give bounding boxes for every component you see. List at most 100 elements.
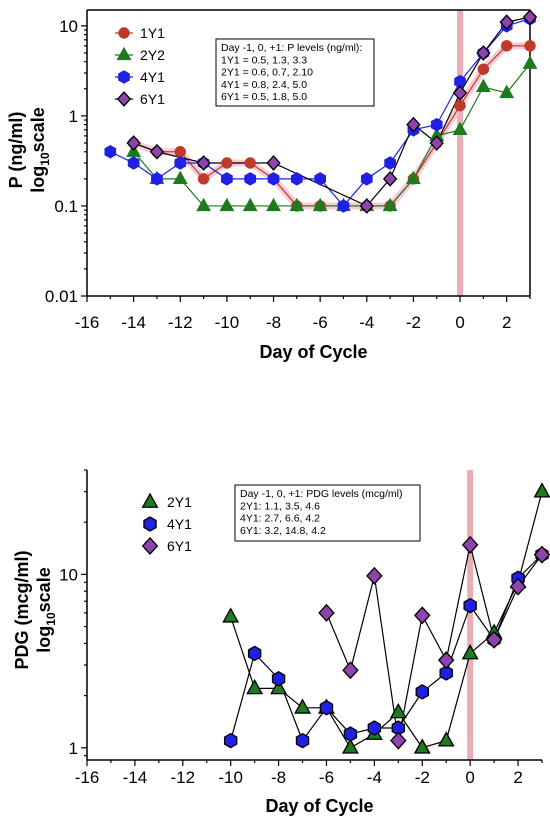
point-1Y1 bbox=[174, 146, 186, 158]
y-axis-scale-log: log bbox=[34, 626, 54, 653]
point-4Y1 bbox=[221, 172, 233, 186]
legend-label: 1Y1 bbox=[140, 25, 165, 41]
point-4Y1 bbox=[367, 720, 382, 736]
x-tick-label: -6 bbox=[319, 768, 334, 787]
y-tick-label: 1 bbox=[69, 739, 78, 758]
point-6Y1 bbox=[476, 45, 491, 61]
point-6Y1 bbox=[522, 9, 538, 25]
point-4Y1 bbox=[319, 700, 334, 716]
point-2Y1 bbox=[222, 607, 240, 623]
point-6Y1 bbox=[318, 603, 335, 622]
point-4Y1 bbox=[295, 732, 310, 749]
annotation-line: 6Y1 = 0.5, 1.8, 5.0 bbox=[221, 91, 307, 103]
point-6Y1 bbox=[485, 630, 503, 649]
y-tick-label: 10 bbox=[59, 565, 78, 584]
series-2Y2-line bbox=[133, 63, 531, 207]
point-2Y2 bbox=[406, 170, 421, 184]
point-2Y2 bbox=[499, 84, 515, 99]
x-tick-label: -4 bbox=[359, 313, 374, 332]
x-tick-label: -10 bbox=[215, 313, 240, 332]
legend-marker-4Y1 bbox=[143, 516, 157, 532]
y-axis-scale-log: log bbox=[28, 166, 48, 193]
point-6Y1 bbox=[390, 731, 407, 750]
x-tick-label: -2 bbox=[406, 313, 421, 332]
point-6Y1 bbox=[499, 14, 514, 30]
point-6Y1 bbox=[437, 651, 455, 670]
x-tick-label: -12 bbox=[168, 313, 193, 332]
point-6Y1 bbox=[452, 85, 468, 101]
x-tick-label: -8 bbox=[271, 768, 286, 787]
legend-marker-2Y2 bbox=[116, 46, 132, 61]
point-4Y1 bbox=[271, 671, 286, 687]
point-4Y1 bbox=[104, 144, 117, 159]
legend-marker-1Y1 bbox=[118, 27, 130, 39]
x-tick-label: -8 bbox=[266, 313, 281, 332]
point-2Y1 bbox=[461, 644, 479, 660]
point-6Y1 bbox=[414, 606, 431, 625]
point-6Y1 bbox=[509, 577, 527, 596]
y-tick-label: 10 bbox=[59, 17, 78, 36]
x-tick-label: -6 bbox=[313, 313, 328, 332]
point-4Y1 bbox=[244, 172, 257, 186]
legend-marker-2Y1 bbox=[141, 492, 159, 508]
point-2Y2 bbox=[266, 197, 281, 212]
pdg-chart: -16 -14 -12 -10 -8 -6 -4 -2 0 2 1 10 Day of Cycle PDG… bbox=[12, 469, 550, 816]
point-4Y1 bbox=[127, 156, 140, 170]
point-4Y1 bbox=[267, 172, 280, 186]
y-tick-label: 0.1 bbox=[54, 197, 78, 216]
point-4Y1 bbox=[430, 117, 443, 132]
series-6Y1-line bbox=[133, 16, 531, 207]
point-4Y1 bbox=[151, 172, 163, 186]
point-4Y1 bbox=[439, 665, 453, 681]
point-2Y2 bbox=[289, 197, 305, 212]
point-2Y1 bbox=[246, 679, 264, 695]
annotation-box bbox=[234, 484, 421, 542]
series-4Y1-line bbox=[230, 554, 543, 742]
point-2Y1 bbox=[294, 698, 311, 714]
point-2Y2 bbox=[172, 170, 188, 184]
annotation-line: Day -1, 0, +1: P levels (ng/ml): bbox=[221, 42, 362, 54]
y-axis-scale-base: 10 bbox=[38, 152, 52, 166]
y-axis-scale-title: log10scale bbox=[34, 567, 58, 652]
point-6Y1 bbox=[266, 155, 281, 171]
point-4Y1 bbox=[415, 684, 429, 700]
point-2Y2 bbox=[219, 197, 235, 212]
x-tick-label: 2 bbox=[502, 313, 511, 332]
point-4Y1 bbox=[360, 172, 373, 186]
y-axis-scale-title: log10scale bbox=[28, 107, 52, 192]
legend-label: 6Y1 bbox=[167, 538, 192, 554]
point-6Y1 bbox=[366, 566, 383, 585]
x-tick-label: -12 bbox=[171, 768, 196, 787]
point-6Y1 bbox=[533, 545, 550, 564]
legend-marker-6Y1 bbox=[141, 536, 159, 556]
x-axis-title: Day of Cycle bbox=[259, 342, 367, 362]
point-1Y1 bbox=[477, 63, 490, 75]
point-2Y2 bbox=[242, 197, 258, 212]
legend-label: 6Y1 bbox=[140, 91, 165, 107]
point-1Y1 bbox=[454, 99, 466, 112]
point-6Y1 bbox=[429, 135, 444, 151]
x-tick-label: 0 bbox=[455, 313, 464, 332]
x-tick-label: -16 bbox=[75, 768, 100, 787]
annotation-line: 4Y1 = 0.8, 2.4, 5.0 bbox=[221, 79, 307, 91]
progesterone-chart: -16 -14 -12 -10 -8 -6 -4 -2 0 2 0.01 0.1 1 10 Day of C… bbox=[6, 9, 538, 362]
x-axis-title: Day of Cycle bbox=[265, 796, 373, 816]
point-1Y1 bbox=[500, 40, 513, 52]
point-4Y1 bbox=[291, 172, 303, 186]
point-6Y1 bbox=[382, 170, 398, 187]
x-tick-label: 2 bbox=[513, 768, 522, 787]
point-6Y1 bbox=[461, 535, 479, 554]
x-tick-label: -14 bbox=[123, 768, 148, 787]
point-2Y2 bbox=[475, 78, 491, 93]
point-4Y1 bbox=[337, 199, 350, 213]
point-1Y1 bbox=[197, 173, 210, 185]
y-axis-scale-base: 10 bbox=[44, 612, 58, 626]
point-6Y1 bbox=[126, 135, 141, 151]
x-tick-label: -10 bbox=[218, 768, 243, 787]
legend-marker-6Y1 bbox=[116, 91, 132, 107]
point-2Y1 bbox=[270, 679, 288, 695]
day-zero-marker bbox=[467, 470, 474, 760]
legend-label: 4Y1 bbox=[167, 516, 192, 532]
point-2Y1 bbox=[413, 738, 431, 754]
